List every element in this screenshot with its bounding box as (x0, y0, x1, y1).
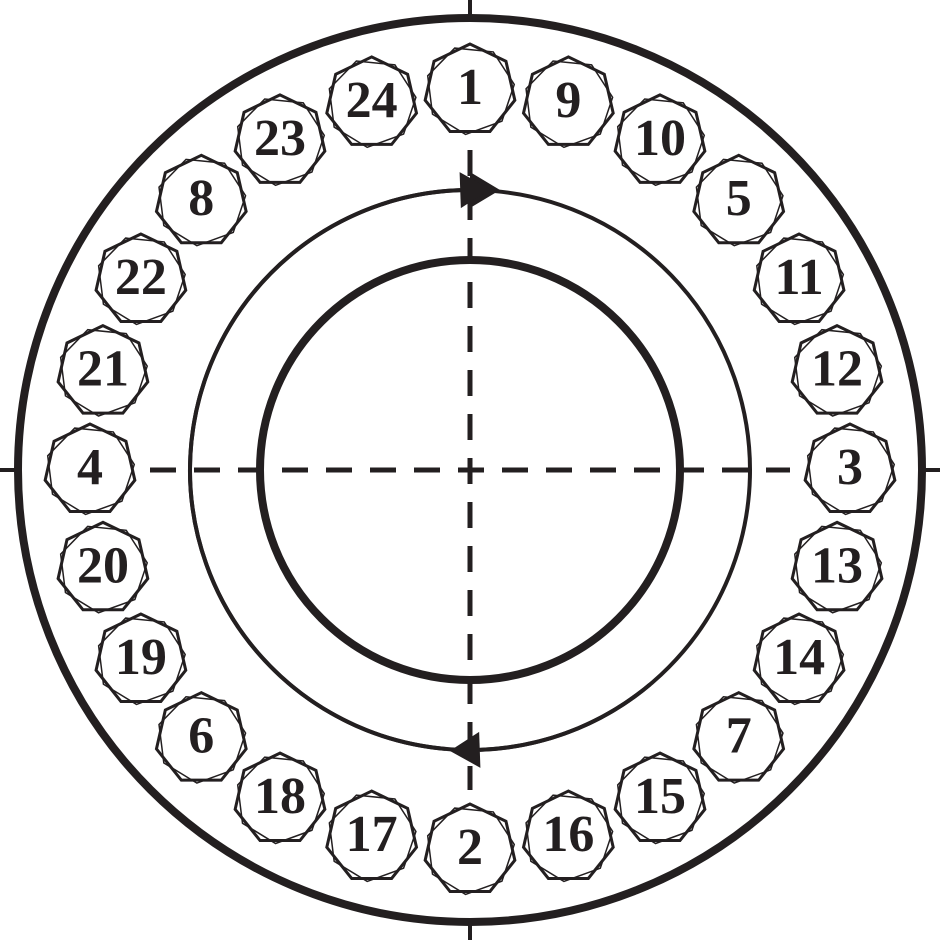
bolt-label: 7 (726, 708, 752, 765)
bolt-label: 20 (77, 537, 129, 594)
bolt-label: 24 (346, 72, 398, 129)
bolt-label: 12 (811, 341, 863, 398)
bolt-label: 4 (77, 439, 103, 496)
bolt-label: 22 (115, 249, 167, 306)
bolt-label: 15 (634, 768, 686, 825)
bolt-label: 16 (542, 806, 594, 863)
bolt-label: 2 (457, 819, 483, 876)
bolt-label: 23 (254, 110, 306, 167)
bolt-label: 3 (837, 439, 863, 496)
bolt-label: 14 (773, 629, 825, 686)
bolt-label: 11 (775, 249, 824, 306)
bolt-label: 8 (188, 170, 214, 227)
bolt-label: 17 (346, 806, 398, 863)
bolt-label: 21 (77, 341, 129, 398)
bolt-label: 9 (555, 72, 581, 129)
bolt-label: 6 (188, 708, 214, 765)
bolt-label: 5 (726, 170, 752, 227)
bolt-label: 13 (811, 537, 863, 594)
bolt-label: 10 (634, 110, 686, 167)
bolt-label: 18 (254, 768, 306, 825)
bolt-label: 1 (457, 59, 483, 116)
bolt-label: 19 (115, 629, 167, 686)
